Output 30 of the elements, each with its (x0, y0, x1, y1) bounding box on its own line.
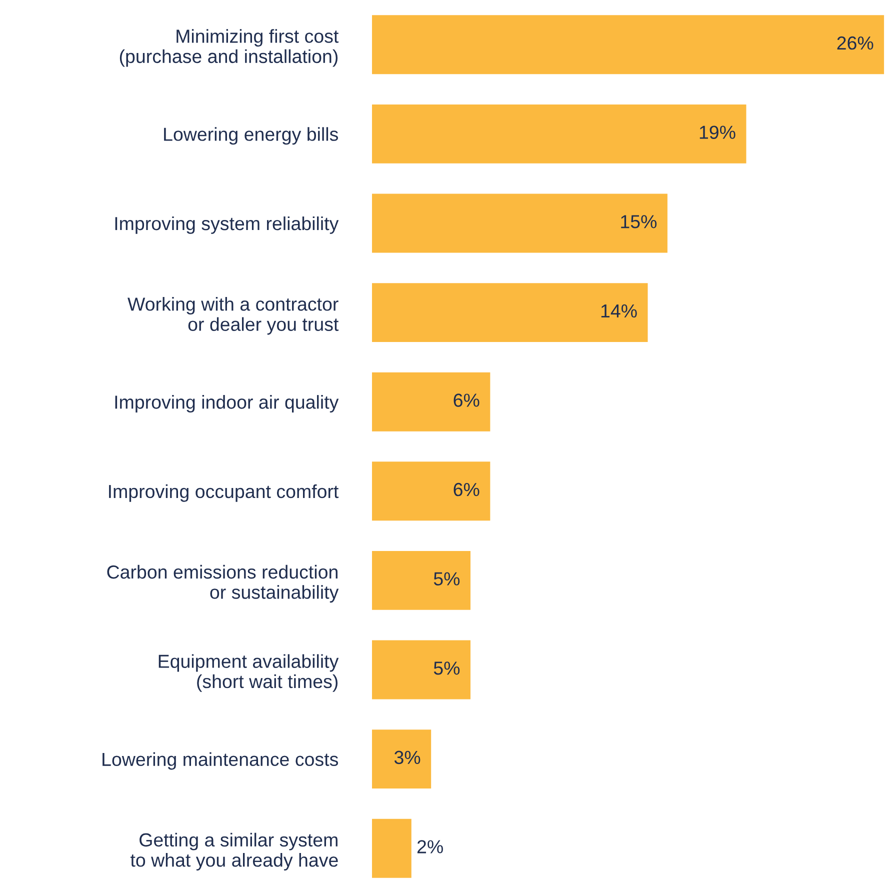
bar (372, 550, 470, 610)
data-label: 15% (621, 215, 657, 228)
data-label: 2% (417, 840, 443, 854)
y-tick-label: Improving system reliability (115, 216, 339, 234)
bar (372, 730, 432, 789)
data-label: 5% (434, 572, 460, 586)
bar (372, 818, 412, 878)
data-label: 26% (837, 36, 874, 50)
data-label: 6% (454, 394, 480, 407)
bar (372, 283, 648, 342)
data-label: 5% (434, 662, 460, 675)
bar (372, 104, 746, 164)
y-tick-label: Improving occupant comfort (109, 484, 339, 502)
bar (372, 15, 884, 74)
data-label: 3% (394, 750, 420, 764)
y-tick-label: Getting a similar system to what you already have (130, 832, 338, 870)
data-label: 14% (601, 304, 637, 318)
y-tick-label: Equipment availability (short wait times) (158, 654, 339, 692)
bar (372, 462, 490, 521)
data-label: 19% (700, 126, 736, 139)
bar (372, 640, 470, 700)
y-tick-label: Carbon emissions reduction or sustainability (107, 564, 339, 603)
bar (372, 194, 668, 253)
y-tick-label: Working with a contractor or dealer you trust (128, 297, 339, 335)
y-tick-label: Lowering maintenance costs (102, 752, 338, 770)
bar (372, 372, 490, 432)
y-tick-label: Lowering energy bills (164, 127, 338, 145)
data-label: 6% (454, 482, 480, 496)
y-tick-label: Improving indoor air quality (115, 395, 339, 413)
y-tick-label: Minimizing first cost (purchase and installation) (120, 29, 339, 67)
